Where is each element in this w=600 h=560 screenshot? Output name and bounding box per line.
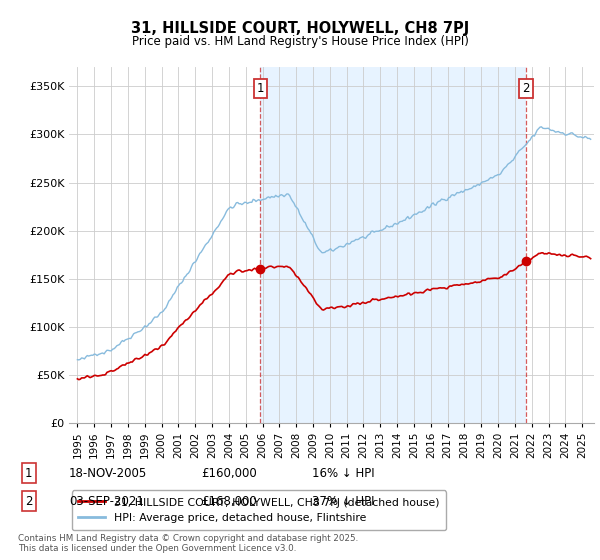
Text: Contains HM Land Registry data © Crown copyright and database right 2025.
This d: Contains HM Land Registry data © Crown c… <box>18 534 358 553</box>
Text: 18-NOV-2005: 18-NOV-2005 <box>69 466 147 480</box>
Text: 03-SEP-2021: 03-SEP-2021 <box>69 494 144 508</box>
Text: 2: 2 <box>25 494 32 508</box>
Text: 37% ↓ HPI: 37% ↓ HPI <box>312 494 374 508</box>
Text: £168,000: £168,000 <box>201 494 257 508</box>
Text: 31, HILLSIDE COURT, HOLYWELL, CH8 7PJ: 31, HILLSIDE COURT, HOLYWELL, CH8 7PJ <box>131 21 469 36</box>
Legend: 31, HILLSIDE COURT, HOLYWELL, CH8 7PJ (detached house), HPI: Average price, deta: 31, HILLSIDE COURT, HOLYWELL, CH8 7PJ (d… <box>72 491 446 530</box>
Text: 2: 2 <box>523 82 530 95</box>
Bar <box>260 67 526 423</box>
Text: 16% ↓ HPI: 16% ↓ HPI <box>312 466 374 480</box>
Text: Price paid vs. HM Land Registry's House Price Index (HPI): Price paid vs. HM Land Registry's House … <box>131 35 469 48</box>
Text: 1: 1 <box>257 82 264 95</box>
Text: £160,000: £160,000 <box>201 466 257 480</box>
Text: 1: 1 <box>25 466 32 480</box>
